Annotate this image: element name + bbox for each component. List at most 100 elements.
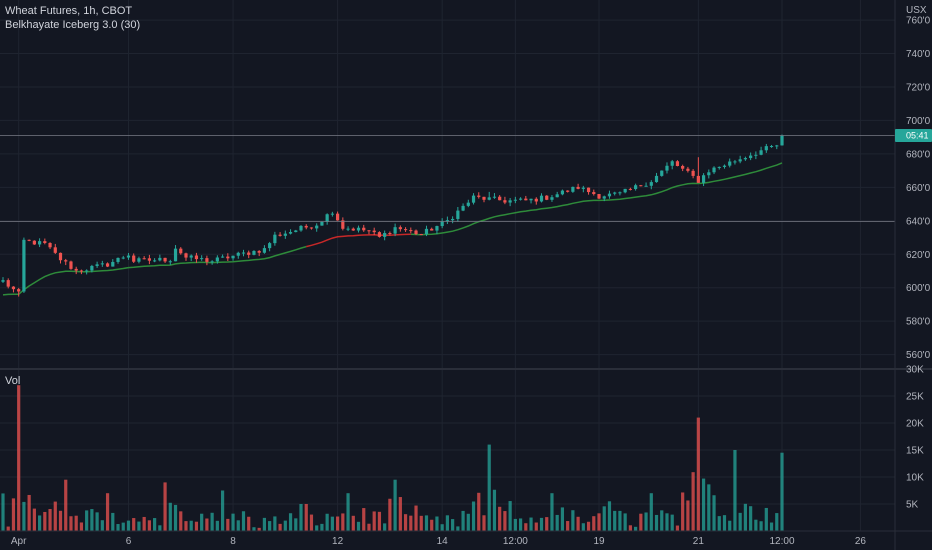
volume-bar	[69, 516, 73, 531]
volume-bar	[90, 509, 94, 531]
candle-body	[586, 187, 591, 193]
volume-bar	[775, 513, 779, 531]
candle-body	[717, 166, 721, 168]
volume-bar	[43, 511, 47, 531]
candle-body	[336, 213, 340, 221]
volume-bar	[492, 489, 497, 531]
indicator-title[interactable]: Belkhayate Iceberg 3.0 (30)	[5, 19, 141, 31]
candle-body	[477, 195, 481, 197]
volume-bar	[383, 523, 387, 531]
volume-bar	[701, 478, 706, 531]
volume-bar	[32, 508, 36, 531]
volume-bar	[226, 518, 230, 531]
volume-bar	[236, 520, 240, 531]
price-tick-label: 760'0	[906, 16, 931, 27]
grid-lines	[0, 0, 895, 531]
candle-body	[644, 185, 648, 187]
candle-body	[200, 258, 204, 260]
volume-bar	[268, 521, 272, 531]
volume-title[interactable]: Vol	[5, 375, 21, 387]
volume-bar	[686, 500, 690, 531]
time-tick-label: 8	[230, 536, 236, 547]
volume-bar	[477, 492, 481, 531]
volume-bar	[341, 513, 345, 531]
candle-body	[466, 202, 470, 206]
volume-bar	[628, 525, 632, 531]
candle-body	[754, 154, 758, 156]
iceberg-line-down	[306, 233, 411, 248]
volume-bar	[158, 525, 162, 531]
candle-body	[283, 233, 287, 236]
volume-bar	[749, 506, 753, 531]
candle-body	[738, 159, 742, 162]
volume-bar	[294, 518, 298, 531]
volume-bar	[283, 520, 287, 531]
volume-bar	[566, 521, 570, 531]
candle-body	[613, 192, 617, 194]
volume-bar	[11, 498, 16, 531]
volume-bar	[330, 516, 334, 531]
time-tick-label: 21	[693, 536, 705, 547]
candle-body	[634, 185, 638, 190]
candle-body	[158, 257, 162, 261]
volume-bar	[581, 523, 585, 531]
candle-body	[769, 146, 774, 148]
candle-body	[346, 228, 350, 230]
volume-bar	[414, 505, 418, 531]
volume-bar	[116, 524, 120, 531]
candle-body	[1, 280, 5, 282]
candle-body	[534, 198, 538, 202]
volume-bar	[346, 493, 350, 531]
candle-body	[691, 170, 695, 176]
volume-bar	[147, 520, 151, 531]
volume-bar	[403, 514, 408, 531]
candle-body	[43, 241, 47, 244]
volume-axis[interactable]: 5K 10K 15K 20K 25K 30K	[906, 365, 924, 511]
candle-body	[539, 195, 544, 202]
time-axis[interactable]: Apr 6 8 12 14 12:00 19 21 12:00 26	[11, 536, 867, 547]
volume-bar	[691, 472, 695, 531]
volume-bar	[780, 452, 784, 531]
volume-bar	[372, 511, 376, 531]
candle-body	[602, 196, 606, 199]
volume-bar	[498, 506, 502, 531]
candle-body	[743, 158, 748, 160]
volume-bar	[100, 520, 104, 531]
candle-body	[419, 234, 423, 236]
volume-bar	[220, 490, 225, 531]
candle-body	[121, 257, 125, 259]
price-tick-label: 560'0	[906, 350, 931, 361]
volume-bar	[351, 515, 355, 531]
candle-body	[210, 261, 214, 263]
volume-bar	[555, 514, 559, 531]
candle-body	[545, 195, 549, 200]
volume-bar	[738, 512, 742, 531]
volume-bar	[278, 523, 282, 531]
volume-bar	[200, 513, 204, 531]
volume-bar	[660, 510, 664, 531]
candle-body	[367, 230, 371, 232]
candle-body	[79, 270, 84, 272]
candle-body	[320, 221, 324, 226]
volume-bar	[759, 521, 763, 531]
price-axis[interactable]: 560'0 580'0 600'0 620'0 640'0 660'0 680'0 700'0…	[906, 16, 931, 362]
candle-body	[388, 233, 392, 235]
volume-bar	[74, 515, 78, 531]
candle-body	[435, 226, 439, 231]
time-tick-label: 19	[593, 536, 605, 547]
volume-bar	[764, 507, 768, 531]
candle-body	[142, 258, 146, 260]
candle-body	[440, 221, 444, 227]
time-tick-label: 14	[437, 536, 449, 547]
volume-bar	[482, 515, 486, 531]
volume-tick-label: 25K	[906, 392, 924, 403]
symbol-title[interactable]: Wheat Futures, 1h, CBOT	[5, 5, 133, 17]
candle-body	[137, 258, 141, 262]
candle-body	[330, 213, 334, 215]
candle-body	[64, 260, 68, 262]
volume-bar	[445, 515, 449, 531]
candle-body	[58, 252, 63, 261]
last-price-countdown: 05:41	[906, 130, 929, 140]
price-tick-label: 740'0	[906, 49, 931, 60]
